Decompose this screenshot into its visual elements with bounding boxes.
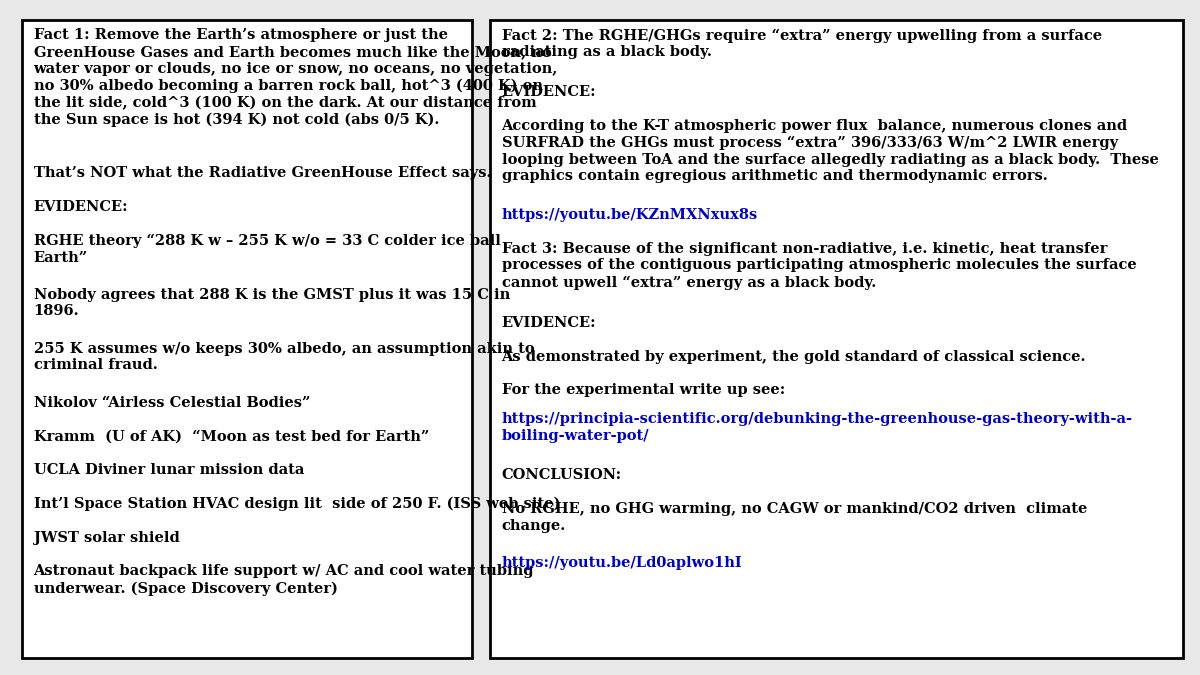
Text: UCLA Diviner lunar mission data: UCLA Diviner lunar mission data xyxy=(34,463,304,477)
Text: JWST solar shield: JWST solar shield xyxy=(34,531,179,545)
Text: CONCLUSION:: CONCLUSION: xyxy=(502,468,622,483)
FancyBboxPatch shape xyxy=(490,20,1183,658)
Text: https://youtu.be/Ld0aplwo1hI: https://youtu.be/Ld0aplwo1hI xyxy=(502,556,743,570)
Text: Astronaut backpack life support w/ AC and cool water tubing
underwear. (Space Di: Astronaut backpack life support w/ AC an… xyxy=(34,564,534,595)
Text: Kramm  (U of AK)  “Moon as test bed for Earth”: Kramm (U of AK) “Moon as test bed for Ea… xyxy=(34,429,428,443)
Text: Int’l Space Station HVAC design lit  side of 250 F. (ISS web site): Int’l Space Station HVAC design lit side… xyxy=(34,497,560,511)
Text: https://principia-scientific.org/debunking-the-greenhouse-gas-theory-with-a-
boi: https://principia-scientific.org/debunki… xyxy=(502,412,1133,443)
Text: Fact 3: Because of the significant non-radiative, i.e. kinetic, heat transfer
pr: Fact 3: Because of the significant non-r… xyxy=(502,242,1136,290)
Text: EVIDENCE:: EVIDENCE: xyxy=(34,200,128,214)
FancyBboxPatch shape xyxy=(22,20,472,658)
Text: https://youtu.be/KZnMXNxux8s: https://youtu.be/KZnMXNxux8s xyxy=(502,208,758,222)
Text: RGHE theory “288 K w – 255 K w/o = 33 C colder ice ball
Earth”: RGHE theory “288 K w – 255 K w/o = 33 C … xyxy=(34,234,500,265)
Text: EVIDENCE:: EVIDENCE: xyxy=(502,85,596,99)
Text: Nikolov “Airless Celestial Bodies”: Nikolov “Airless Celestial Bodies” xyxy=(34,396,310,410)
Text: No RGHE, no GHG warming, no CAGW or mankind/CO2 driven  climate
change.: No RGHE, no GHG warming, no CAGW or mank… xyxy=(502,502,1087,533)
Text: That’s NOT what the Radiative GreenHouse Effect says.: That’s NOT what the Radiative GreenHouse… xyxy=(34,166,491,180)
Text: Fact 1: Remove the Earth’s atmosphere or just the
GreenHouse Gases and Earth bec: Fact 1: Remove the Earth’s atmosphere or… xyxy=(34,28,558,128)
Text: 255 K assumes w/o keeps 30% albedo, an assumption akin to
criminal fraud.: 255 K assumes w/o keeps 30% albedo, an a… xyxy=(34,342,534,373)
Text: Fact 2: The RGHE/GHGs require “extra” energy upwelling from a surface
radiating : Fact 2: The RGHE/GHGs require “extra” en… xyxy=(502,28,1102,59)
Text: Nobody agrees that 288 K is the GMST plus it was 15 C in
1896.: Nobody agrees that 288 K is the GMST plu… xyxy=(34,288,510,319)
Text: As demonstrated by experiment, the gold standard of classical science.: As demonstrated by experiment, the gold … xyxy=(502,350,1086,364)
Text: For the experimental write up see:: For the experimental write up see: xyxy=(502,383,785,398)
Text: EVIDENCE:: EVIDENCE: xyxy=(502,316,596,330)
Text: According to the K-T atmospheric power flux  balance, numerous clones and
SURFRA: According to the K-T atmospheric power f… xyxy=(502,119,1158,184)
